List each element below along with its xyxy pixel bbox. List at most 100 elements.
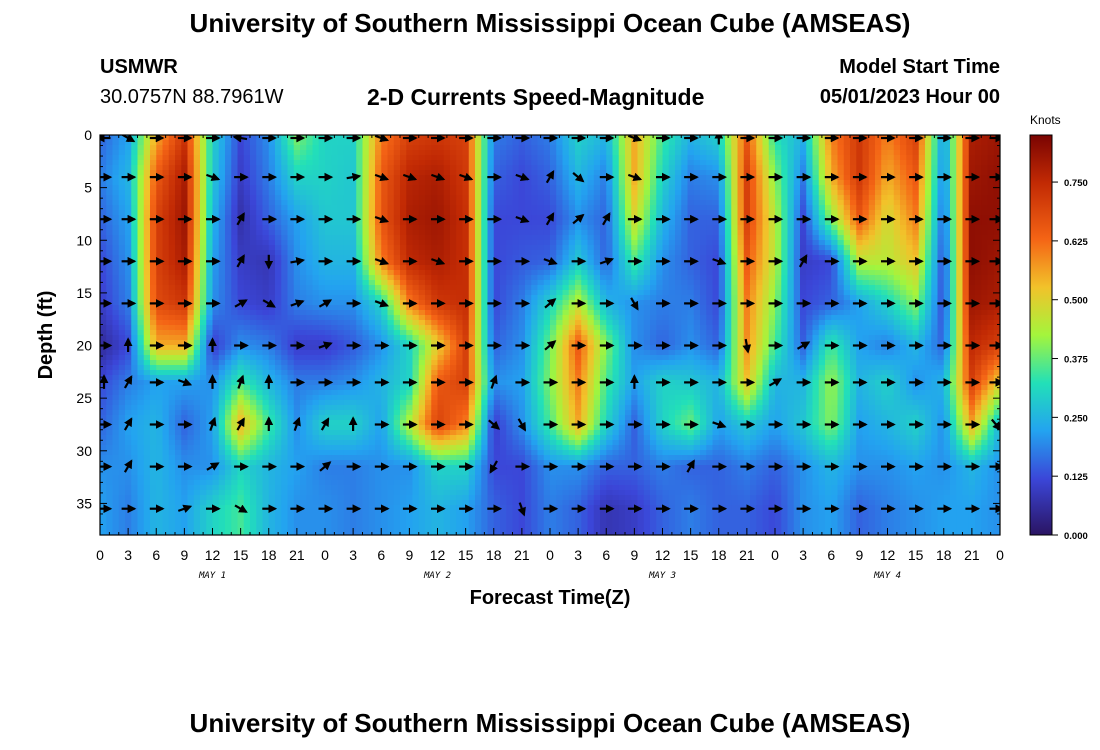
heatmap-cell [356, 170, 364, 176]
heatmap-cell [212, 205, 220, 211]
heatmap-cell [487, 240, 495, 246]
heatmap-cell [293, 210, 301, 216]
heatmap-cell [593, 215, 601, 221]
heatmap-cell [350, 245, 357, 251]
heatmap-cell [606, 195, 614, 201]
heatmap-cell [281, 170, 289, 176]
heatmap-cell [475, 285, 482, 291]
heatmap-cell [731, 225, 739, 231]
heatmap-cell [262, 145, 270, 151]
heatmap-cell [212, 200, 220, 206]
heatmap-cell [462, 145, 470, 151]
heatmap-cell [881, 190, 889, 196]
heatmap-cell [550, 145, 557, 151]
heatmap-cell [825, 260, 832, 266]
heatmap-cell [587, 285, 595, 291]
heatmap-cell [381, 255, 389, 261]
heatmap-cell [406, 225, 414, 231]
heatmap-cell [256, 300, 264, 306]
heatmap-cell [568, 260, 576, 266]
heatmap-cell [856, 180, 864, 186]
heatmap-cell [312, 260, 320, 266]
heatmap-cell [950, 275, 957, 281]
heatmap-cell [462, 265, 470, 271]
heatmap-cell [693, 140, 701, 146]
heatmap-cell [206, 175, 214, 181]
heatmap-cell [881, 210, 889, 216]
heatmap-cell [756, 285, 764, 291]
heatmap-cell [806, 225, 814, 231]
heatmap-cell [543, 145, 551, 151]
heatmap-cell [531, 270, 539, 276]
heatmap-cell [381, 140, 389, 146]
heatmap-cell [900, 135, 907, 141]
heatmap-cell [368, 220, 376, 226]
heatmap-cell [306, 255, 314, 261]
heatmap-cell [381, 195, 389, 201]
heatmap-cell [543, 165, 551, 171]
heatmap-cell [756, 235, 764, 241]
heatmap-cell [812, 285, 820, 291]
heatmap-cell [856, 160, 864, 166]
heatmap-cell [481, 210, 489, 216]
heatmap-cell [337, 155, 345, 161]
heatmap-cell [493, 165, 501, 171]
heatmap-cell [393, 245, 401, 251]
heatmap-cell [681, 180, 689, 186]
heatmap-cell [268, 185, 276, 191]
heatmap-cell [643, 165, 651, 171]
heatmap-cell [493, 290, 501, 296]
heatmap-cell [856, 265, 864, 271]
heatmap-cell [775, 265, 782, 271]
heatmap-cell [206, 240, 214, 246]
heatmap-cell [550, 225, 557, 231]
heatmap-cell [243, 240, 251, 246]
heatmap-cell [725, 175, 732, 181]
heatmap-cell [637, 245, 645, 251]
heatmap-cell [475, 205, 482, 211]
heatmap-cell [906, 200, 914, 206]
heatmap-cell [625, 290, 632, 296]
heatmap-cell [156, 165, 164, 171]
heatmap-cell [187, 170, 195, 176]
heatmap-cell [581, 225, 589, 231]
heatmap-cell [237, 170, 245, 176]
heatmap-cell [268, 220, 276, 226]
heatmap-cell [462, 255, 470, 261]
heatmap-cell [381, 235, 389, 241]
heatmap-cell [406, 190, 414, 196]
heatmap-cell [887, 265, 895, 271]
heatmap-cell [856, 170, 864, 176]
heatmap-cell [125, 170, 132, 176]
heatmap-cell [206, 185, 214, 191]
heatmap-cell [925, 260, 932, 266]
heatmap-cell [150, 170, 157, 176]
heatmap-cell [675, 255, 682, 261]
heatmap-cell [887, 210, 895, 216]
heatmap-cell [656, 145, 664, 151]
heatmap-cell [218, 265, 226, 271]
heatmap-cell [300, 210, 307, 216]
heatmap-cell [862, 170, 870, 176]
heatmap-cell [787, 140, 795, 146]
heatmap-cell [600, 165, 607, 171]
heatmap-cell [400, 265, 407, 271]
heatmap-cell [593, 165, 601, 171]
heatmap-cell [656, 255, 664, 261]
heatmap-cell [362, 150, 370, 156]
heatmap-cell [343, 195, 351, 201]
heatmap-cell [331, 200, 339, 206]
heatmap-cell [887, 250, 895, 256]
heatmap-cell [562, 150, 570, 156]
heatmap-cell [156, 275, 164, 281]
heatmap-cell [987, 230, 995, 236]
heatmap-cell [606, 295, 614, 301]
heatmap-cell [362, 155, 370, 161]
heatmap-cell [531, 280, 539, 286]
heatmap-cell [818, 210, 826, 216]
heatmap-cell [668, 205, 676, 211]
heatmap-cell [231, 265, 239, 271]
heatmap-cell [981, 215, 989, 221]
heatmap-cell [437, 225, 445, 231]
heatmap-cell [512, 185, 520, 191]
